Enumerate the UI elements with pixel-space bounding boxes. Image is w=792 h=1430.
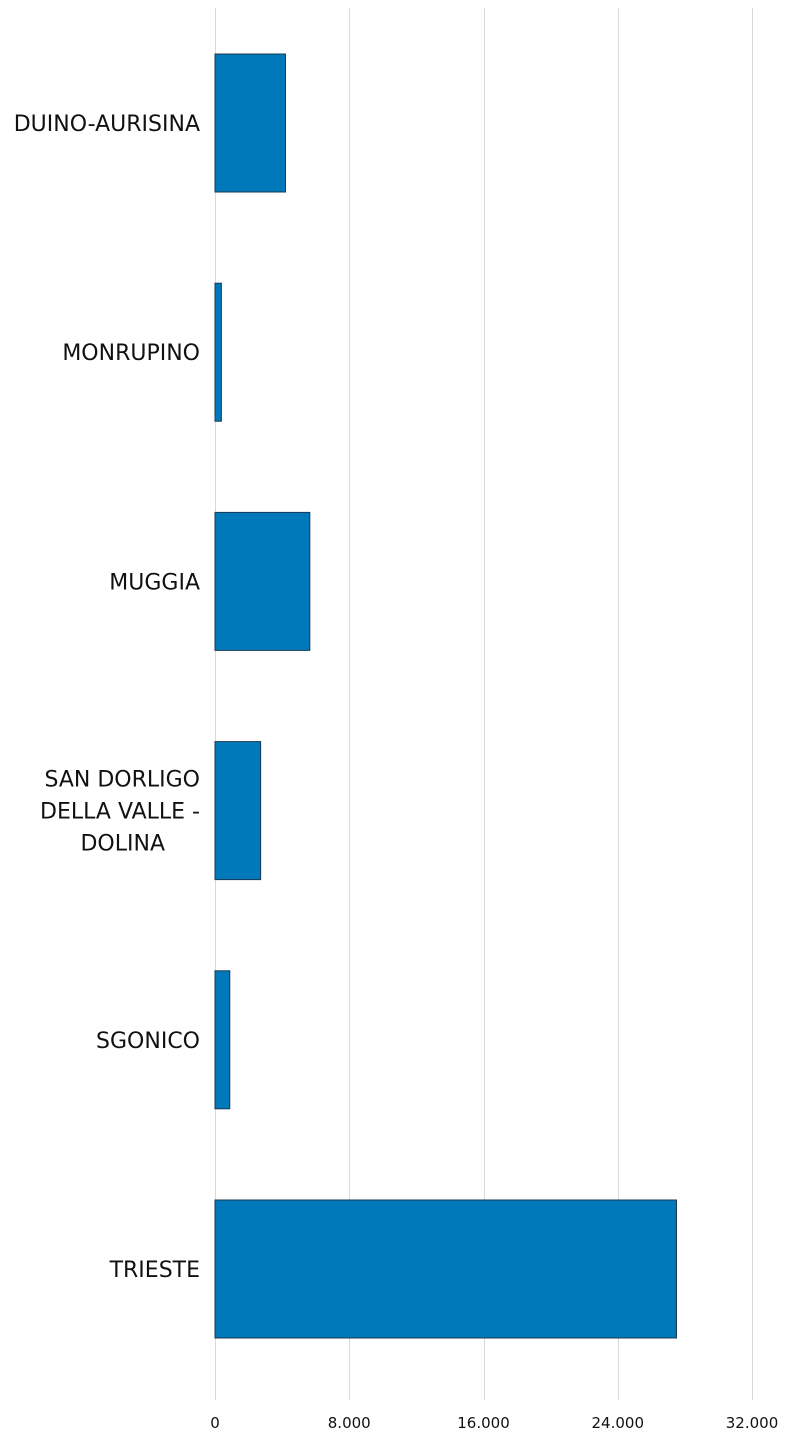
x-tick-label-3: 24.000	[592, 1414, 645, 1430]
category-label-1: MONRUPINO	[62, 341, 200, 366]
category-label-5: TRIESTE	[109, 1258, 200, 1283]
bar-0	[214, 53, 286, 193]
category-label-line: SAN DORLIGO	[44, 768, 200, 793]
category-label-2: MUGGIA	[109, 570, 200, 595]
bar-1	[214, 282, 222, 422]
category-label-line: TRIESTE	[109, 1258, 200, 1283]
category-labels: DUINO-AURISINA MONRUPINO MUGGIA SAN DORLIGO…	[14, 112, 200, 1283]
category-label-line: DUINO-AURISINA	[14, 112, 200, 137]
bar-4	[214, 970, 231, 1110]
category-label-line: DOLINA	[80, 832, 165, 857]
category-label-4: SGONICO	[96, 1029, 200, 1054]
category-label-line: MUGGIA	[109, 570, 200, 595]
x-tick-label-4: 32.000	[726, 1414, 779, 1430]
gridlines	[215, 8, 753, 1400]
x-axis-tick-labels: 0 8.000 16.000 24.000 32.000	[210, 1414, 778, 1430]
x-tick-label-2: 16.000	[457, 1414, 510, 1430]
bars	[214, 53, 677, 1339]
bar-2	[214, 511, 311, 651]
x-tick-label-1: 8.000	[328, 1414, 371, 1430]
category-label-line: MONRUPINO	[62, 341, 200, 366]
category-label-line: SGONICO	[96, 1029, 200, 1054]
bar-5	[214, 1199, 677, 1339]
category-label-line: DELLA VALLE -	[40, 800, 200, 825]
category-label-0: DUINO-AURISINA	[14, 112, 200, 137]
x-tick-label-0: 0	[210, 1414, 220, 1430]
bar-3	[214, 741, 262, 881]
category-label-3: SAN DORLIGO DELLA VALLE - DOLINA	[40, 768, 200, 857]
